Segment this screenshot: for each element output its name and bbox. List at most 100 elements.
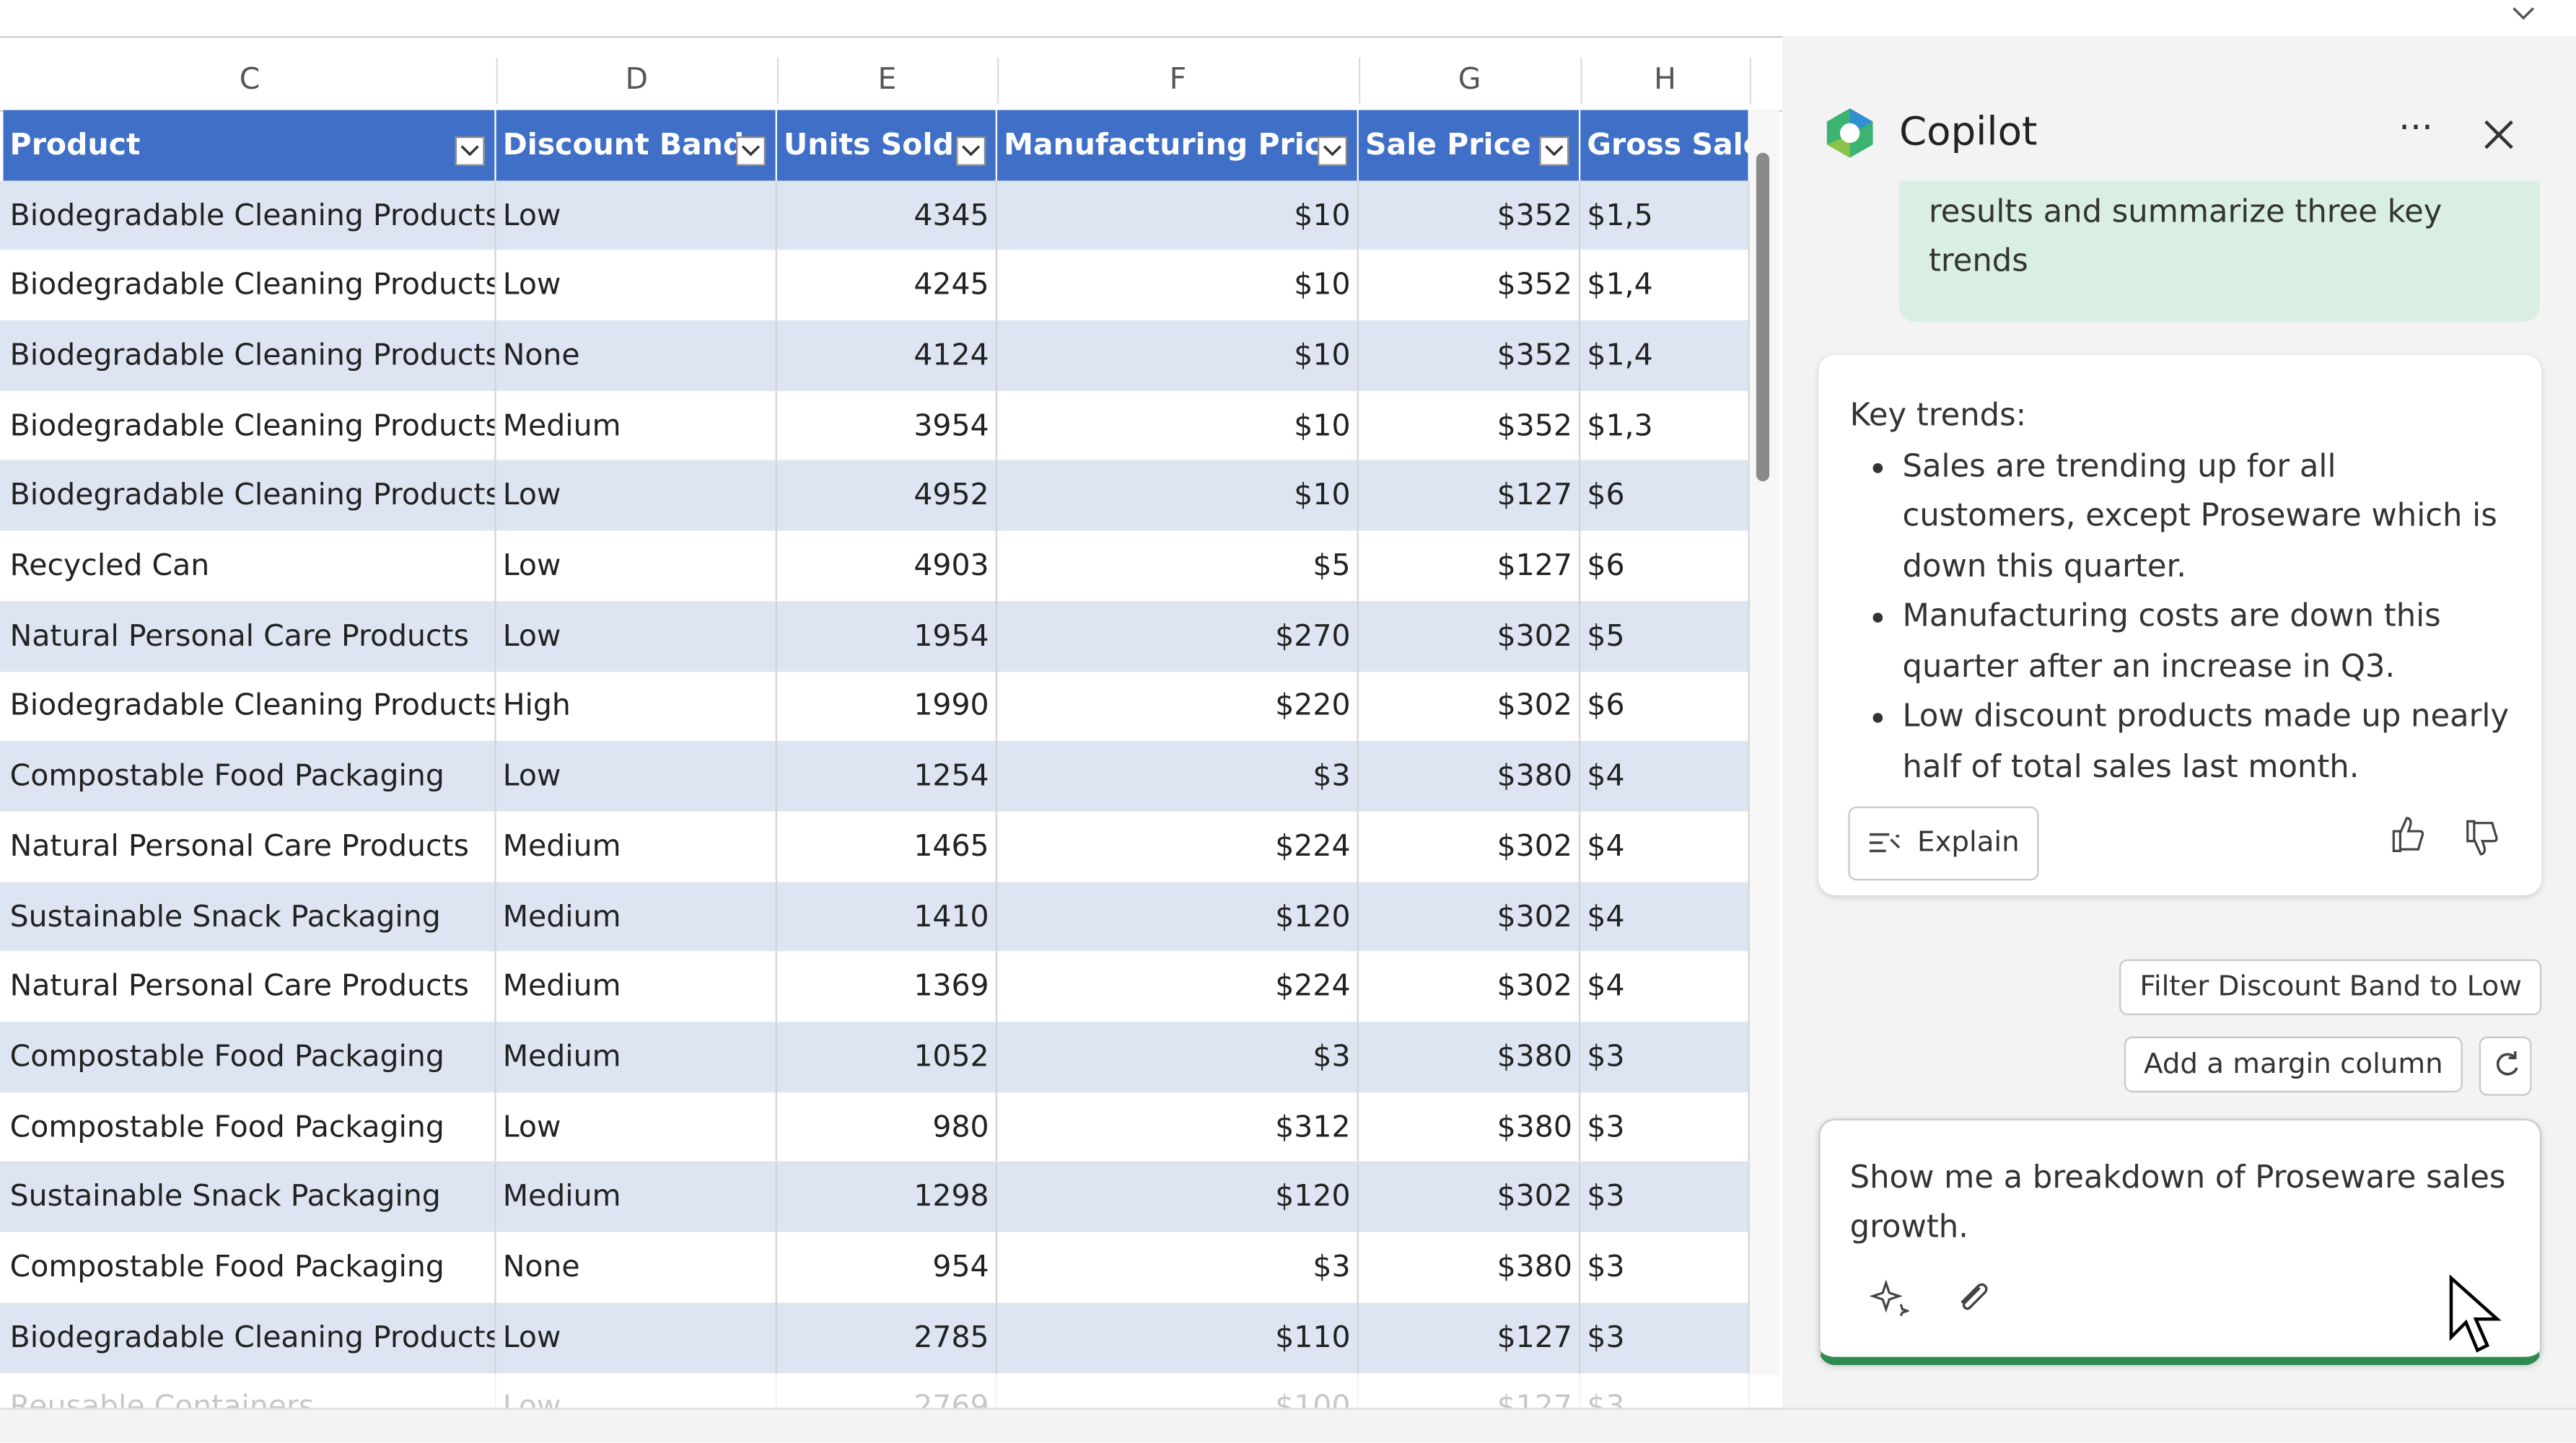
- cell[interactable]: $352: [1359, 250, 1581, 321]
- cell[interactable]: $6: [1580, 671, 1750, 742]
- cell[interactable]: $4: [1580, 811, 1750, 882]
- column-letter[interactable]: F: [997, 57, 1361, 104]
- cell[interactable]: Low: [496, 741, 777, 812]
- cell[interactable]: $10: [997, 250, 1359, 321]
- cell[interactable]: 4903: [777, 530, 998, 602]
- cell[interactable]: $4: [1580, 952, 1750, 1022]
- cell[interactable]: $120: [997, 1162, 1359, 1233]
- cell[interactable]: $224: [997, 811, 1359, 882]
- column-letter[interactable]: H: [1580, 57, 1752, 104]
- cell[interactable]: $4: [1580, 741, 1750, 812]
- cell[interactable]: $110: [997, 1302, 1359, 1373]
- cell[interactable]: Natural Personal Care Products: [4, 952, 496, 1022]
- refresh-button[interactable]: [2479, 1036, 2532, 1096]
- attach-icon[interactable]: [1952, 1278, 1992, 1317]
- cell[interactable]: Medium: [496, 390, 777, 461]
- close-button[interactable]: [2482, 118, 2515, 152]
- filter-button[interactable]: [956, 136, 986, 166]
- cell[interactable]: Biodegradable Cleaning Products: [4, 1302, 496, 1373]
- cell[interactable]: Biodegradable Cleaning Products: [4, 320, 496, 391]
- cell[interactable]: Low: [496, 1302, 777, 1373]
- collapse-icon[interactable]: [2510, 4, 2536, 23]
- column-letter[interactable]: C: [4, 57, 498, 104]
- cell[interactable]: Low: [496, 601, 777, 672]
- column-letter[interactable]: G: [1359, 57, 1582, 104]
- cell[interactable]: 1410: [777, 881, 998, 952]
- cell[interactable]: 1465: [777, 811, 998, 882]
- more-button[interactable]: ···: [2398, 108, 2433, 150]
- cell[interactable]: $352: [1359, 320, 1581, 391]
- cell[interactable]: $3: [997, 1022, 1359, 1092]
- suggestion-chip[interactable]: Add a margin column: [2124, 1036, 2463, 1093]
- cell[interactable]: $5: [1580, 601, 1750, 672]
- cell[interactable]: $127: [1359, 1302, 1581, 1373]
- cell[interactable]: $3: [997, 1232, 1359, 1303]
- cell[interactable]: None: [496, 320, 777, 391]
- cell[interactable]: $127: [1359, 1372, 1581, 1408]
- cell[interactable]: 4345: [777, 180, 998, 250]
- cell[interactable]: $120: [997, 881, 1359, 952]
- cell[interactable]: 4124: [777, 320, 998, 391]
- input-box[interactable]: Show me a breakdown of Proseware sales g…: [1818, 1118, 2542, 1366]
- cell[interactable]: $127: [1359, 460, 1581, 531]
- cell[interactable]: $352: [1359, 180, 1581, 250]
- cell[interactable]: $10: [997, 460, 1359, 531]
- cell[interactable]: Low: [496, 1092, 777, 1162]
- cell[interactable]: 1298: [777, 1162, 998, 1233]
- cell[interactable]: $10: [997, 180, 1359, 250]
- cell[interactable]: $380: [1359, 741, 1581, 812]
- cell[interactable]: $6: [1580, 530, 1750, 602]
- cell[interactable]: Medium: [496, 1162, 777, 1233]
- filter-button[interactable]: [736, 136, 766, 166]
- cell[interactable]: $100: [997, 1372, 1359, 1408]
- cell[interactable]: Compostable Food Packaging: [4, 1232, 496, 1303]
- cell[interactable]: Compostable Food Packaging: [4, 1092, 496, 1162]
- cell[interactable]: Sustainable Snack Packaging: [4, 881, 496, 952]
- cell[interactable]: 2785: [777, 1302, 998, 1373]
- cell[interactable]: $3: [1580, 1092, 1750, 1162]
- cell[interactable]: $220: [997, 671, 1359, 742]
- cell[interactable]: Low: [496, 250, 777, 321]
- cell[interactable]: $302: [1359, 811, 1581, 882]
- cell[interactable]: Recycled Can: [4, 530, 496, 602]
- explain-button[interactable]: Explain: [1848, 806, 2040, 880]
- cell[interactable]: $10: [997, 320, 1359, 391]
- cell[interactable]: 4952: [777, 460, 998, 531]
- cell[interactable]: Low: [496, 1372, 777, 1408]
- cell[interactable]: $224: [997, 952, 1359, 1022]
- cell[interactable]: 1990: [777, 671, 998, 742]
- thumbs-down[interactable]: [2463, 818, 2499, 858]
- cell[interactable]: $380: [1359, 1232, 1581, 1303]
- cell[interactable]: Natural Personal Care Products: [4, 601, 496, 672]
- filter-button[interactable]: [1539, 136, 1569, 166]
- cell[interactable]: Biodegradable Cleaning Products: [4, 460, 496, 531]
- cell[interactable]: 1954: [777, 601, 998, 672]
- cell[interactable]: $1,4: [1580, 250, 1750, 321]
- cell[interactable]: 954: [777, 1232, 998, 1303]
- cell[interactable]: $380: [1359, 1022, 1581, 1092]
- cell[interactable]: $3: [1580, 1162, 1750, 1233]
- cell[interactable]: $302: [1359, 601, 1581, 672]
- cell[interactable]: $1,4: [1580, 320, 1750, 391]
- cell[interactable]: $312: [997, 1092, 1359, 1162]
- cell[interactable]: Compostable Food Packaging: [4, 741, 496, 812]
- column-letter[interactable]: E: [777, 57, 999, 104]
- cell[interactable]: 1369: [777, 952, 998, 1022]
- cell[interactable]: Low: [496, 180, 777, 250]
- cell[interactable]: $10: [997, 390, 1359, 461]
- filter-button[interactable]: [1317, 136, 1347, 166]
- thumbs-up[interactable]: [2388, 815, 2424, 854]
- cell[interactable]: $4: [1580, 881, 1750, 952]
- cell[interactable]: Medium: [496, 952, 777, 1022]
- cell[interactable]: $302: [1359, 671, 1581, 742]
- cell[interactable]: $5: [997, 530, 1359, 602]
- cell[interactable]: Biodegradable Cleaning Products: [4, 671, 496, 742]
- cell[interactable]: $6: [1580, 460, 1750, 531]
- cell[interactable]: 1254: [777, 741, 998, 812]
- cell[interactable]: 1052: [777, 1022, 998, 1092]
- cell[interactable]: $352: [1359, 390, 1581, 461]
- cell[interactable]: Reusable Containers: [4, 1372, 496, 1408]
- column-letter[interactable]: D: [496, 57, 779, 104]
- cell[interactable]: $270: [997, 601, 1359, 672]
- cell[interactable]: $3: [997, 741, 1359, 812]
